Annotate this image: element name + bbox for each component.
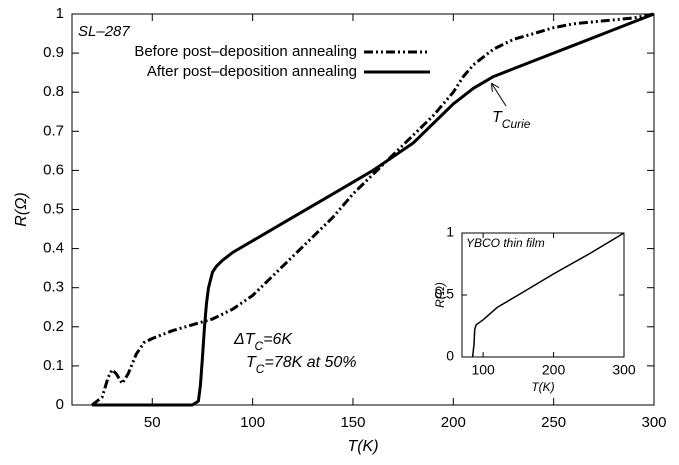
delta-tc-annotation-part: C bbox=[255, 339, 264, 353]
tc-annotation-part: C bbox=[256, 362, 265, 376]
y-tick-label: 0.8 bbox=[43, 83, 64, 100]
y-tick-label: 0.9 bbox=[43, 44, 64, 61]
x-tick-label: 200 bbox=[542, 362, 566, 378]
inset-x-label: T(K) bbox=[531, 380, 554, 394]
plot-frame bbox=[71, 13, 655, 406]
x-tick-label: 300 bbox=[612, 362, 636, 378]
legend-label: Before post–deposition annealing bbox=[134, 43, 357, 60]
y-tick-label: 0.1 bbox=[43, 357, 64, 374]
x-tick-label: 50 bbox=[144, 414, 161, 431]
y-tick-label: 1 bbox=[446, 224, 454, 240]
y-tick-label: 0.5 bbox=[435, 286, 455, 302]
x-tick-label: 250 bbox=[541, 414, 566, 431]
y-tick-label: 0 bbox=[56, 396, 64, 413]
plot-frame bbox=[461, 232, 625, 358]
sample-label: SL–287 bbox=[78, 23, 130, 40]
t-curie-annotation-part: T bbox=[492, 109, 503, 126]
data-line bbox=[91, 12, 655, 407]
x-tick-label: 300 bbox=[641, 414, 666, 431]
inset-title: YBCO thin film bbox=[466, 236, 545, 250]
legend-label: After post–deposition annealing bbox=[147, 63, 357, 80]
x-tick-label: 100 bbox=[471, 362, 495, 378]
curie-arrow bbox=[492, 84, 507, 107]
y-tick-label: 1 bbox=[56, 5, 64, 22]
inset-background bbox=[462, 233, 624, 357]
x-axis-label: T(K) bbox=[347, 438, 378, 455]
delta-tc-annotation-part: ΔT bbox=[233, 331, 256, 348]
y-tick-label: 0.5 bbox=[43, 200, 64, 217]
data-line bbox=[471, 232, 625, 358]
y-tick-label: 0.2 bbox=[43, 318, 64, 335]
delta-tc-annotation: ΔTC=6K bbox=[233, 331, 293, 353]
t-curie-annotation: TCurie bbox=[492, 109, 531, 131]
t-curie-annotation-part: Curie bbox=[502, 117, 531, 131]
x-tick-label: 150 bbox=[340, 414, 365, 431]
y-tick-label: 0.6 bbox=[43, 161, 64, 178]
tc-annotation: TC=78K at 50% bbox=[246, 354, 357, 376]
y-tick-label: 0.7 bbox=[43, 122, 64, 139]
tc-annotation-part: T bbox=[246, 354, 257, 371]
inset-y-label: R(Ω) bbox=[433, 282, 447, 308]
delta-tc-annotation-part: =6K bbox=[263, 331, 293, 348]
y-tick-label: 0.4 bbox=[43, 240, 64, 257]
y-tick-label: 0.3 bbox=[43, 279, 64, 296]
x-tick-label: 200 bbox=[441, 414, 466, 431]
tc-annotation-part: =78K at 50% bbox=[264, 354, 356, 371]
y-tick-label: 0 bbox=[446, 348, 454, 364]
data-line bbox=[92, 12, 655, 407]
y-axis-label: R(Ω) bbox=[13, 192, 30, 226]
x-tick-label: 100 bbox=[240, 414, 265, 431]
